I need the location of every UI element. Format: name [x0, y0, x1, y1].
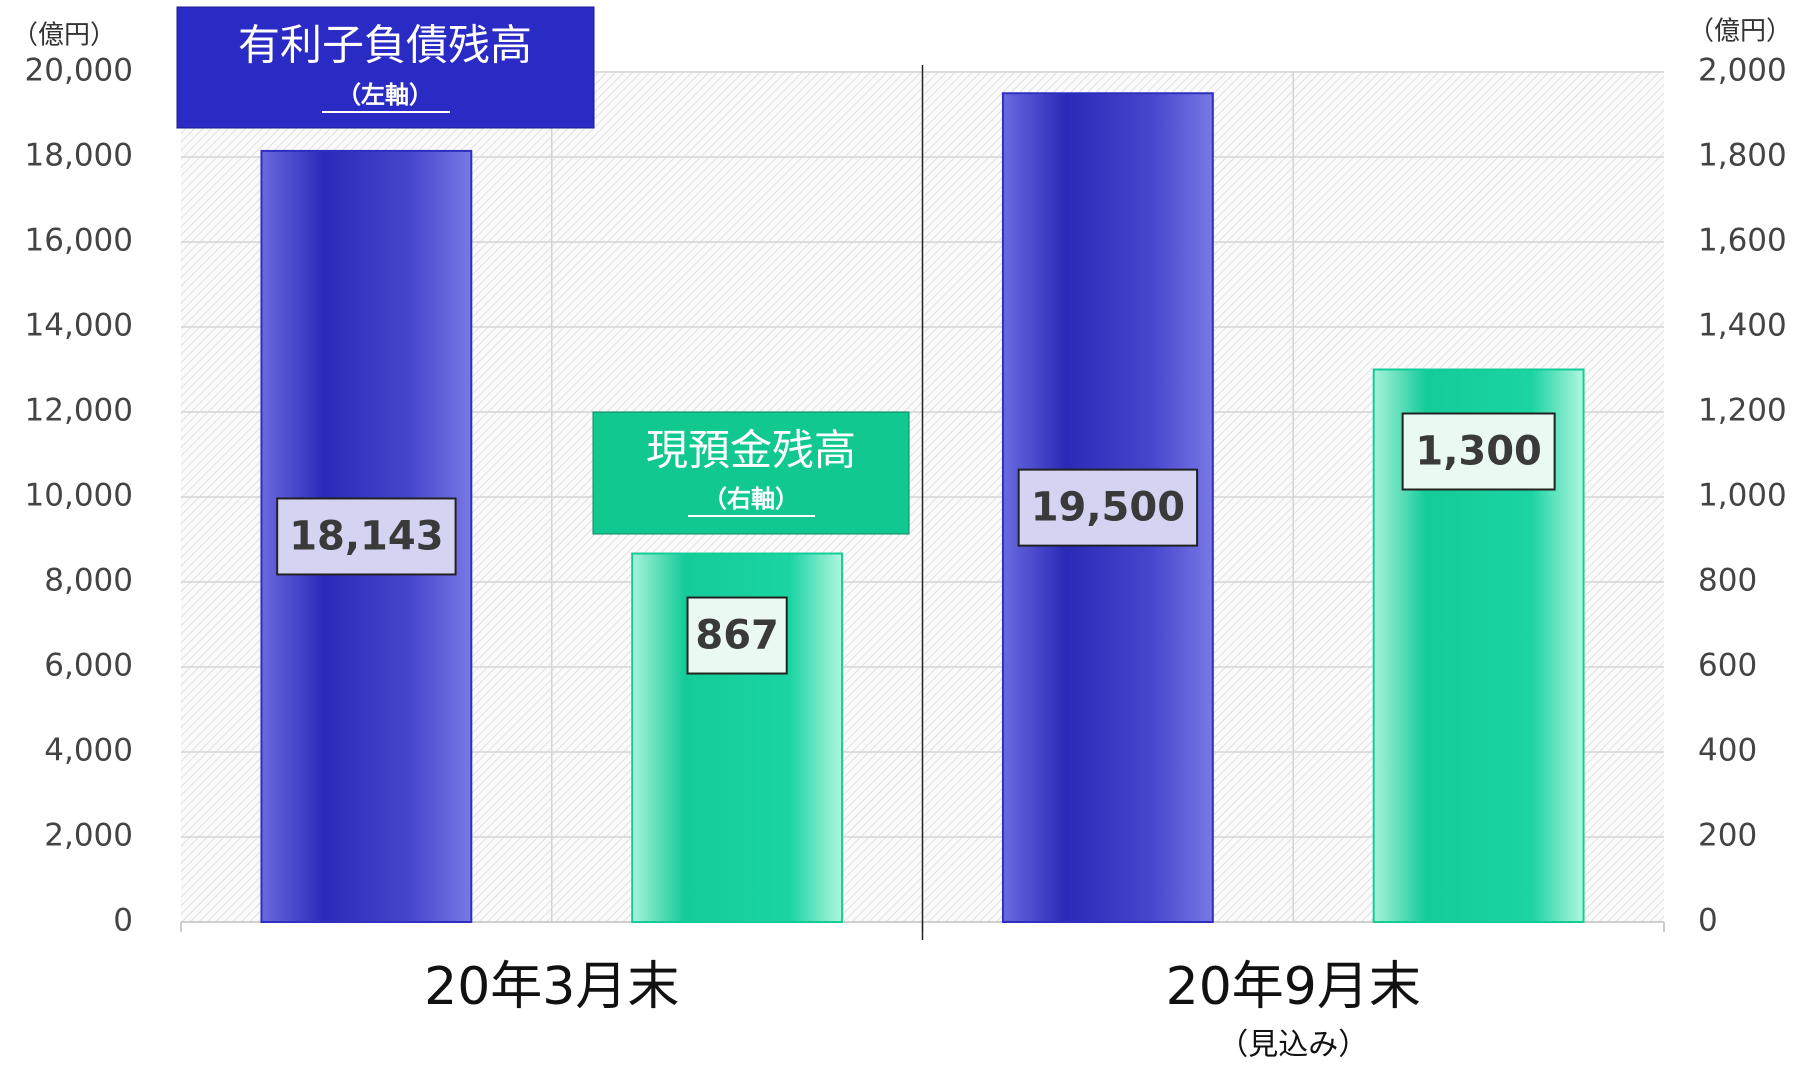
y-tick-label: 16,000 [25, 223, 133, 259]
legend-label: 有利子負債残高 [238, 21, 532, 70]
legend-note: （右軸） [703, 485, 799, 513]
value-label: 867 [695, 613, 779, 659]
y-tick-label: 8,000 [44, 563, 133, 599]
y2-tick-label: 1,800 [1698, 138, 1787, 174]
y-tick-label: 12,000 [25, 393, 133, 429]
y2-tick-label: 800 [1698, 563, 1757, 599]
x-tick-label: 20年3月末 [424, 957, 679, 1017]
value-label: 1,300 [1415, 429, 1542, 475]
value-label: 19,500 [1031, 485, 1185, 531]
y-axis-label: （億円） [12, 21, 116, 51]
x-tick-label: 20年9月末 [1166, 957, 1421, 1017]
value-label-box [276, 497, 457, 576]
value-label: 18,143 [289, 513, 443, 559]
y2-tick-label: 1,400 [1698, 308, 1787, 344]
value-label-box [1401, 412, 1556, 491]
y-tick-label: 2,000 [44, 818, 133, 854]
x-tick-note: （見込み） [1218, 1028, 1368, 1063]
y-tick-label: 14,000 [25, 308, 133, 344]
legend-label: 現預金残高 [646, 426, 856, 475]
y-tick-label: 10,000 [25, 478, 133, 514]
y2-tick-label: 1,000 [1698, 478, 1787, 514]
y2-tick-label: 600 [1698, 648, 1757, 684]
value-label-box [686, 596, 788, 675]
y2-axis-label: （億円） [1688, 17, 1792, 47]
value-label-box [1017, 468, 1199, 547]
legend-note: （左軸） [337, 81, 433, 109]
y-tick-label: 6,000 [44, 648, 133, 684]
legend-entry: 有利子負債残高 （左軸） [176, 6, 595, 129]
y2-tick-label: 1,600 [1698, 223, 1787, 259]
y-tick-label: 18,000 [25, 138, 133, 174]
y2-tick-label: 400 [1698, 733, 1757, 769]
legend-entry: 現預金残高 （右軸） [592, 411, 910, 535]
y2-tick-label: 200 [1698, 818, 1757, 854]
y2-tick-label: 1,200 [1698, 393, 1787, 429]
y-tick-label: 0 [113, 903, 133, 939]
y-tick-label: 20,000 [25, 53, 133, 89]
y-tick-label: 4,000 [44, 733, 133, 769]
y2-tick-label: 0 [1698, 903, 1718, 939]
y2-tick-label: 2,000 [1698, 53, 1787, 89]
